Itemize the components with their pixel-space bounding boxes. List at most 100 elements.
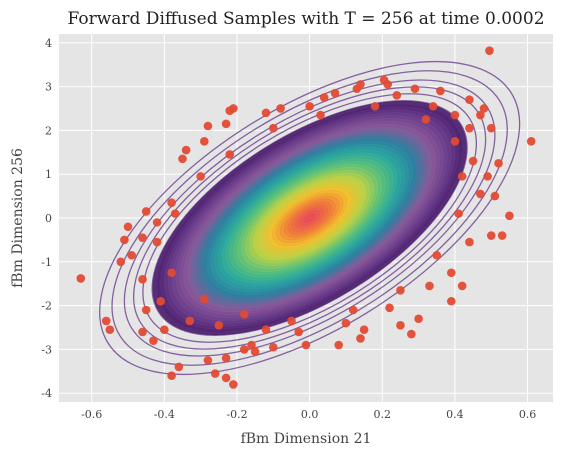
scatter-point: [446, 296, 456, 306]
scatter-point: [414, 314, 423, 324]
scatter-point: [465, 237, 474, 247]
scatter-point: [156, 296, 166, 306]
scatter-point: [305, 101, 314, 111]
x-tick-label: -0.6: [81, 408, 102, 421]
scatter-point: [167, 268, 176, 278]
scatter-point: [356, 334, 365, 343]
scatter-point: [359, 325, 369, 335]
scatter-point: [421, 115, 431, 124]
scatter-point: [407, 329, 416, 339]
scatter-point: [446, 268, 456, 278]
scatter-point: [221, 119, 231, 129]
scatter-point: [276, 104, 285, 113]
scatter-point: [505, 211, 514, 221]
scatter-point: [199, 294, 209, 304]
scatter-points: [76, 46, 536, 389]
scatter-point: [167, 371, 176, 381]
scatter-point: [436, 86, 445, 96]
x-tick-label: 0.0: [301, 408, 319, 421]
scatter-point: [476, 189, 485, 199]
y-tick-label: -2: [41, 300, 52, 313]
scatter-point: [210, 369, 220, 378]
scatter-point: [348, 305, 358, 315]
y-tick-label: 4: [45, 37, 52, 50]
scatter-point: [483, 172, 492, 181]
y-tick-labels: -4 -3 -2 -1 0 1 2 3 4: [41, 37, 52, 400]
scatter-point: [486, 231, 496, 240]
scatter-point: [123, 222, 133, 232]
scatter-point: [247, 340, 256, 350]
scatter-point: [396, 285, 405, 295]
scatter-point: [221, 353, 231, 363]
x-axis-label: fBm Dimension 21: [241, 431, 372, 447]
y-axis-label: fBm Dimension 256: [10, 148, 26, 288]
scatter-point: [370, 101, 380, 111]
y-tick-label: 0: [45, 212, 52, 225]
scatter-point: [152, 237, 162, 247]
x-tick-label: 0.4: [446, 408, 464, 421]
scatter-point: [261, 325, 271, 335]
scatter-point: [178, 154, 187, 164]
scatter-point: [490, 191, 500, 201]
contour-ring: [142, 93, 478, 343]
density-level: [303, 212, 317, 224]
scatter-point: [203, 356, 213, 365]
y-tick-label: 1: [45, 168, 52, 181]
scatter-point: [138, 233, 147, 243]
scatter-point: [261, 108, 271, 118]
scatter-point: [457, 172, 467, 181]
scatter-point: [149, 336, 158, 345]
scatter-point: [316, 110, 325, 120]
scatter-point: [76, 274, 86, 283]
x-tick-label: 0.2: [374, 408, 392, 421]
scatter-point: [454, 209, 463, 218]
scatter-point: [383, 80, 393, 89]
scatter-point: [127, 250, 136, 260]
scatter-point: [105, 325, 115, 335]
scatter-point: [392, 91, 402, 100]
density-contours: [99, 60, 521, 376]
scatter-point: [468, 156, 478, 166]
x-tick-labels: -0.6 -0.4 -0.2 0.0 0.2 0.4 0.6: [81, 408, 536, 421]
scatter-point: [196, 172, 205, 181]
scatter-point: [494, 158, 503, 168]
scatter-point: [214, 321, 224, 330]
scatter-point: [269, 342, 278, 352]
scatter-point: [221, 373, 231, 383]
scatter-point: [160, 325, 169, 335]
x-tick-label: -0.2: [226, 408, 247, 421]
scatter-point: [269, 123, 278, 133]
scatter-point: [174, 362, 184, 372]
scatter-point: [225, 150, 235, 159]
scatter-point: [116, 257, 126, 267]
scatter-point: [120, 235, 129, 245]
scatter-point: [229, 104, 238, 113]
y-tick-label: -1: [41, 256, 52, 269]
scatter-point: [432, 250, 442, 260]
scatter-point: [497, 231, 507, 240]
contour-ring: [111, 70, 508, 366]
scatter-point: [239, 345, 249, 354]
scatter-point: [330, 88, 340, 98]
y-tick-label: -4: [41, 387, 52, 400]
scatter-point: [229, 380, 238, 389]
scatter-point: [152, 218, 162, 227]
scatter-point: [428, 101, 438, 111]
scatter-point: [294, 327, 304, 337]
scatter-point: [334, 340, 343, 350]
scatter-point: [185, 316, 195, 326]
contour-ring: [151, 100, 468, 336]
scatter-point: [410, 84, 420, 94]
scatter-point: [457, 281, 467, 291]
scatter-point: [199, 137, 209, 146]
chart-title: Forward Diffused Samples with T = 256 at…: [67, 9, 544, 29]
scatter-point: [287, 316, 296, 326]
scatter-point: [250, 347, 260, 356]
scatter-point: [476, 110, 485, 120]
scatter-point: [239, 310, 249, 319]
scatter-point: [181, 145, 191, 155]
scatter-point: [465, 123, 474, 133]
contour-ring: [99, 60, 521, 376]
scatter-point: [170, 209, 180, 218]
